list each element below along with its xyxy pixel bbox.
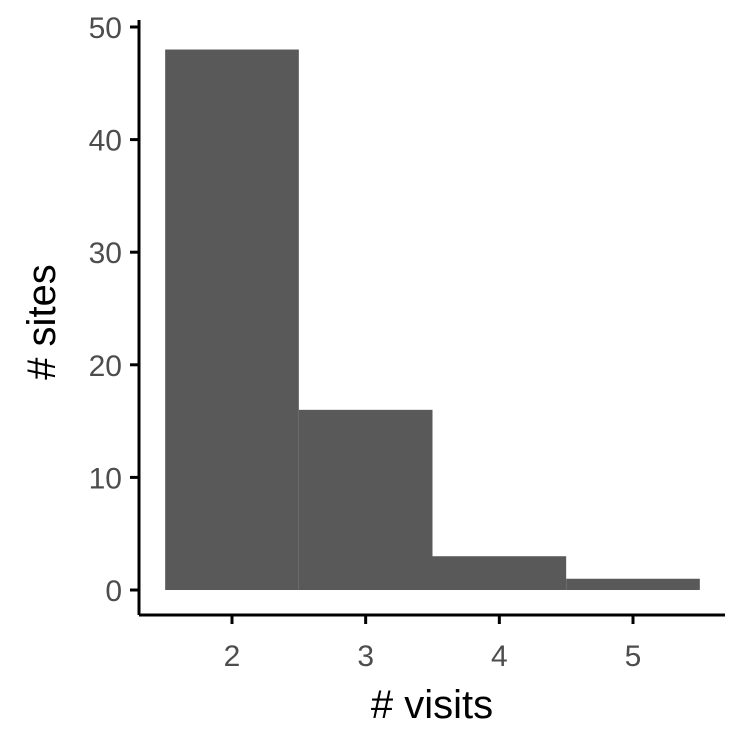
y-tick-label: 0 (105, 575, 122, 608)
bar-5 (566, 578, 700, 590)
y-tick-label: 40 (89, 125, 122, 158)
x-tick-label: 4 (491, 640, 508, 673)
y-axis: 0 10 20 30 40 50 (89, 12, 141, 615)
y-tick-label: 20 (89, 350, 122, 383)
x-tick-label: 3 (357, 640, 374, 673)
x-axis: 2 3 4 5 (139, 613, 725, 673)
bar-2 (165, 49, 299, 590)
x-tick-label: 2 (224, 640, 241, 673)
y-tick-label: 10 (89, 462, 122, 495)
x-axis-title: # visits (371, 683, 493, 727)
bar-4 (432, 556, 567, 590)
bar-3 (298, 409, 433, 590)
y-tick-label: 30 (89, 237, 122, 270)
x-tick-label: 5 (625, 640, 642, 673)
bars-group (165, 49, 700, 590)
y-tick-label: 50 (89, 12, 122, 45)
y-axis-title: # sites (20, 264, 64, 380)
